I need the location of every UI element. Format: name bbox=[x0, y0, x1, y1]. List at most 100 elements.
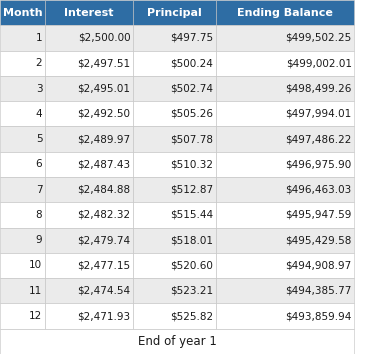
Bar bbox=[0, 228, 45, 253]
Bar bbox=[216, 0, 354, 25]
Bar bbox=[45, 303, 133, 329]
Bar bbox=[216, 76, 354, 101]
Text: $2,484.88: $2,484.88 bbox=[77, 185, 130, 195]
Bar bbox=[216, 202, 354, 228]
Text: $2,500.00: $2,500.00 bbox=[78, 33, 130, 43]
Text: $494,385.77: $494,385.77 bbox=[285, 286, 352, 296]
Bar bbox=[133, 51, 216, 76]
Text: 11: 11 bbox=[29, 286, 42, 296]
Bar bbox=[0, 278, 45, 303]
Bar bbox=[133, 152, 216, 177]
Bar bbox=[0, 303, 45, 329]
Bar bbox=[0, 329, 354, 354]
Text: 6: 6 bbox=[36, 159, 42, 169]
Text: $2,489.97: $2,489.97 bbox=[77, 134, 130, 144]
Bar bbox=[133, 177, 216, 202]
Text: $497.75: $497.75 bbox=[170, 33, 213, 43]
Text: $495,947.59: $495,947.59 bbox=[285, 210, 352, 220]
Text: 9: 9 bbox=[36, 235, 42, 245]
Text: Interest: Interest bbox=[64, 8, 114, 18]
Bar bbox=[216, 253, 354, 278]
Bar bbox=[216, 303, 354, 329]
Text: $499,502.25: $499,502.25 bbox=[285, 33, 352, 43]
Text: 1: 1 bbox=[36, 33, 42, 43]
Bar bbox=[216, 177, 354, 202]
Text: 7: 7 bbox=[36, 185, 42, 195]
Bar bbox=[216, 278, 354, 303]
Bar bbox=[45, 202, 133, 228]
Text: $515.44: $515.44 bbox=[170, 210, 213, 220]
Bar bbox=[216, 152, 354, 177]
Bar bbox=[0, 126, 45, 152]
Bar bbox=[133, 253, 216, 278]
Text: 3: 3 bbox=[36, 84, 42, 93]
Text: 8: 8 bbox=[36, 210, 42, 220]
Text: $2,479.74: $2,479.74 bbox=[77, 235, 130, 245]
Bar bbox=[216, 126, 354, 152]
Bar bbox=[45, 101, 133, 126]
Bar bbox=[45, 278, 133, 303]
Text: $2,471.93: $2,471.93 bbox=[77, 311, 130, 321]
Bar bbox=[216, 25, 354, 51]
Bar bbox=[133, 202, 216, 228]
Bar bbox=[133, 303, 216, 329]
Bar bbox=[45, 76, 133, 101]
Bar bbox=[45, 126, 133, 152]
Text: $2,482.32: $2,482.32 bbox=[77, 210, 130, 220]
Text: 10: 10 bbox=[29, 261, 42, 270]
Bar bbox=[216, 101, 354, 126]
Text: $497,486.22: $497,486.22 bbox=[285, 134, 352, 144]
Text: $2,495.01: $2,495.01 bbox=[78, 84, 130, 93]
Text: $493,859.94: $493,859.94 bbox=[285, 311, 352, 321]
Text: $523.21: $523.21 bbox=[170, 286, 213, 296]
Text: $494,908.97: $494,908.97 bbox=[285, 261, 352, 270]
Bar bbox=[45, 253, 133, 278]
Text: 12: 12 bbox=[29, 311, 42, 321]
Bar bbox=[0, 51, 45, 76]
Bar bbox=[133, 126, 216, 152]
Text: Ending Balance: Ending Balance bbox=[237, 8, 333, 18]
Bar bbox=[45, 152, 133, 177]
Bar bbox=[133, 228, 216, 253]
Bar bbox=[0, 177, 45, 202]
Text: $505.26: $505.26 bbox=[170, 109, 213, 119]
Text: 4: 4 bbox=[36, 109, 42, 119]
Text: End of year 1: End of year 1 bbox=[138, 335, 217, 348]
Text: $2,474.54: $2,474.54 bbox=[77, 286, 130, 296]
Bar bbox=[216, 51, 354, 76]
Text: $497,994.01: $497,994.01 bbox=[285, 109, 352, 119]
Text: $2,477.15: $2,477.15 bbox=[77, 261, 130, 270]
Text: $498,499.26: $498,499.26 bbox=[285, 84, 352, 93]
Text: $2,487.43: $2,487.43 bbox=[77, 159, 130, 169]
Text: $512.87: $512.87 bbox=[170, 185, 213, 195]
Bar bbox=[0, 101, 45, 126]
Text: $495,429.58: $495,429.58 bbox=[285, 235, 352, 245]
Bar bbox=[133, 0, 216, 25]
Bar bbox=[0, 202, 45, 228]
Text: $496,463.03: $496,463.03 bbox=[285, 185, 352, 195]
Text: 5: 5 bbox=[36, 134, 42, 144]
Text: $2,497.51: $2,497.51 bbox=[77, 58, 130, 68]
Bar bbox=[45, 228, 133, 253]
Bar bbox=[216, 228, 354, 253]
Bar bbox=[45, 51, 133, 76]
Text: $518.01: $518.01 bbox=[170, 235, 213, 245]
Text: $507.78: $507.78 bbox=[170, 134, 213, 144]
Bar bbox=[0, 152, 45, 177]
Bar bbox=[133, 101, 216, 126]
Text: Month: Month bbox=[3, 8, 42, 18]
Bar bbox=[133, 76, 216, 101]
Text: $510.32: $510.32 bbox=[170, 159, 213, 169]
Text: $496,975.90: $496,975.90 bbox=[285, 159, 352, 169]
Bar bbox=[0, 76, 45, 101]
Text: $499,002.01: $499,002.01 bbox=[286, 58, 352, 68]
Text: Principal: Principal bbox=[147, 8, 202, 18]
Text: $500.24: $500.24 bbox=[170, 58, 213, 68]
Text: $502.74: $502.74 bbox=[170, 84, 213, 93]
Bar bbox=[0, 25, 45, 51]
Text: $520.60: $520.60 bbox=[170, 261, 213, 270]
Bar bbox=[45, 25, 133, 51]
Text: $2,492.50: $2,492.50 bbox=[78, 109, 130, 119]
Bar bbox=[45, 0, 133, 25]
Bar bbox=[0, 253, 45, 278]
